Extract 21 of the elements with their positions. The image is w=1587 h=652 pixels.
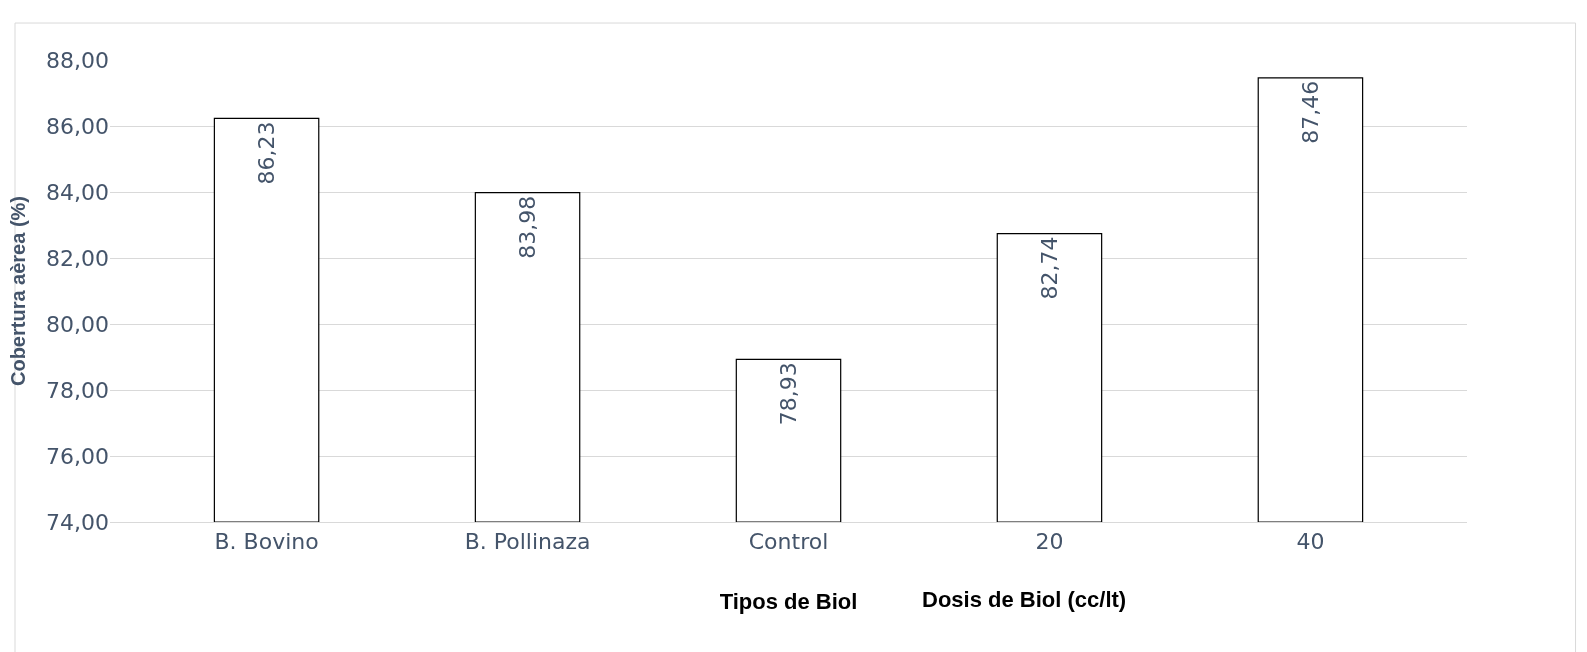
x-tick-label: Control [748, 529, 829, 555]
y-tick-label: 78,00 [46, 377, 109, 403]
data-label: 82,74 [1036, 236, 1062, 300]
data-label: 87,46 [1297, 80, 1323, 144]
x-tick-label: B. Pollinaza [464, 529, 591, 555]
y-tick-label: 76,00 [46, 443, 109, 469]
text: Dosis de Biol (cc/lt) [922, 587, 1127, 612]
y-tick-label: 82,00 [46, 245, 109, 271]
x-axis-title: Tipos de Biol [719, 589, 858, 615]
y-tick-label: 86,00 [46, 113, 109, 139]
y-tick-label: 80,00 [46, 311, 109, 337]
y-axis-title: Cobertura aèrea (%) [6, 195, 29, 387]
data-label: 83,98 [515, 195, 541, 259]
x-tick-label: 40 [1296, 529, 1325, 555]
data-label: 86,23 [254, 121, 280, 185]
y-tick-label: 88,00 [46, 47, 109, 73]
data-label: 78,93 [776, 362, 801, 426]
y-tick-label: 74,00 [46, 509, 109, 535]
x-tick-label: 20 [1035, 529, 1064, 555]
y-tick-label: 84,00 [46, 179, 109, 205]
x-tick-label: B. Bovino [214, 529, 319, 555]
